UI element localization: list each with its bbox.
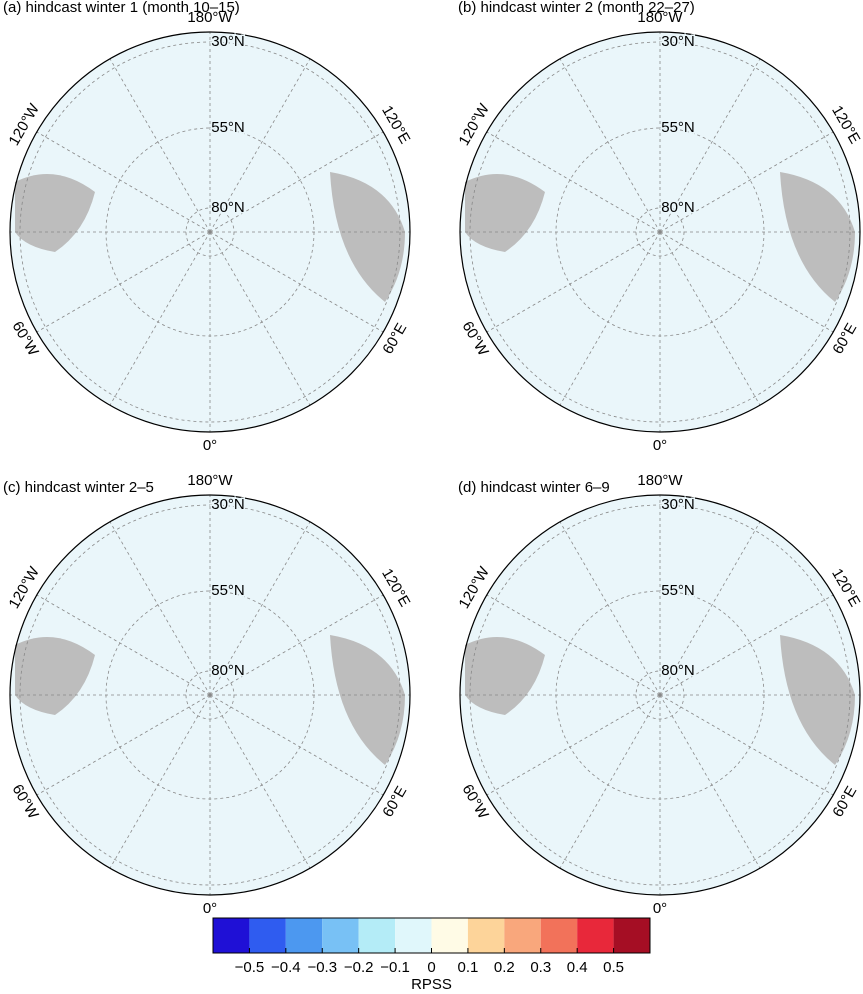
colorbar-tick-label: 0.5	[603, 959, 624, 976]
land	[780, 635, 855, 765]
colorbar-tick-label: −0.1	[380, 959, 410, 976]
map-border	[459, 494, 861, 896]
colorbar-swatch	[577, 918, 614, 953]
colorbar-swatch	[504, 918, 541, 953]
colorbar-swatch	[613, 918, 650, 953]
latitude-label: 30°N	[211, 496, 245, 513]
colorbar-tick-label: 0.2	[494, 959, 515, 976]
longitude-label: 180°W	[187, 472, 233, 489]
colorbar-label: RPSS	[411, 976, 452, 993]
land	[15, 174, 95, 252]
longitude-label: 0°	[653, 437, 667, 454]
latitude-label: 30°N	[661, 33, 695, 50]
colorbar-tick-label: 0.4	[567, 959, 588, 976]
colorbar-swatch	[285, 918, 323, 953]
map-border	[459, 31, 861, 433]
latitude-label: 80°N	[211, 662, 245, 679]
colorbar-tick-label: 0	[427, 959, 435, 976]
latitude-ring	[19, 504, 401, 886]
panel-title: (d) hindcast winter 6–9	[458, 479, 610, 496]
map-border	[9, 494, 411, 896]
latitude-label: 30°N	[211, 33, 245, 50]
land	[465, 174, 545, 252]
latitude-ring	[469, 41, 851, 423]
colorbar-tick-label: 0.3	[530, 959, 551, 976]
map-border	[9, 31, 411, 433]
panel-title: (b) hindcast winter 2 (month 22–27)	[458, 0, 695, 16]
colorbar-swatch	[540, 918, 578, 953]
colorbar-swatch	[431, 918, 468, 953]
latitude-label: 80°N	[661, 199, 695, 216]
latitude-label: 55°N	[211, 582, 245, 599]
longitude-label: 0°	[203, 437, 217, 454]
longitude-label: 180°W	[637, 472, 683, 489]
colorbar-tick-label: −0.4	[271, 959, 301, 976]
latitude-ring	[19, 41, 401, 423]
land	[330, 172, 405, 302]
colorbar-swatch	[395, 918, 432, 953]
map-panel: (c) hindcast winter 2–5 180°W120°E60°E0°6…	[3, 472, 413, 917]
colorbar-tick-label: −0.5	[235, 959, 265, 976]
colorbar-swatch	[467, 918, 505, 953]
longitude-label: 180°W	[637, 9, 683, 26]
latitude-label: 55°N	[211, 119, 245, 136]
panel-title: (a) hindcast winter 1 (month 10–15)	[3, 0, 240, 16]
map-panel: (a) hindcast winter 1 (month 10–15)180°W…	[3, 0, 413, 454]
colorbar-swatch	[358, 918, 396, 953]
colorbar-swatch	[322, 918, 359, 953]
latitude-label: 80°N	[661, 662, 695, 679]
land	[780, 172, 855, 302]
latitude-label: 55°N	[661, 119, 695, 136]
longitude-label: 0°	[203, 900, 217, 917]
longitude-label: 180°W	[187, 9, 233, 26]
longitude-label: 0°	[653, 900, 667, 917]
colorbar-tick-label: −0.2	[344, 959, 374, 976]
latitude-label: 30°N	[661, 496, 695, 513]
latitude-ring	[469, 504, 851, 886]
colorbar-swatch	[213, 918, 250, 953]
land	[15, 637, 95, 715]
latitude-label: 80°N	[211, 199, 245, 216]
panel-title: (c) hindcast winter 2–5	[3, 479, 154, 496]
map-panel: (b) hindcast winter 2 (month 22–27)180°W…	[456, 0, 863, 454]
latitude-label: 55°N	[661, 582, 695, 599]
colorbar-tick-label: −0.3	[307, 959, 337, 976]
map-panel: (d) hindcast winter 6–9 180°W120°E60°E0°6…	[456, 472, 863, 917]
land	[330, 635, 405, 765]
colorbar-tick-label: 0.1	[457, 959, 478, 976]
land	[465, 637, 545, 715]
colorbar-swatch	[249, 918, 286, 953]
